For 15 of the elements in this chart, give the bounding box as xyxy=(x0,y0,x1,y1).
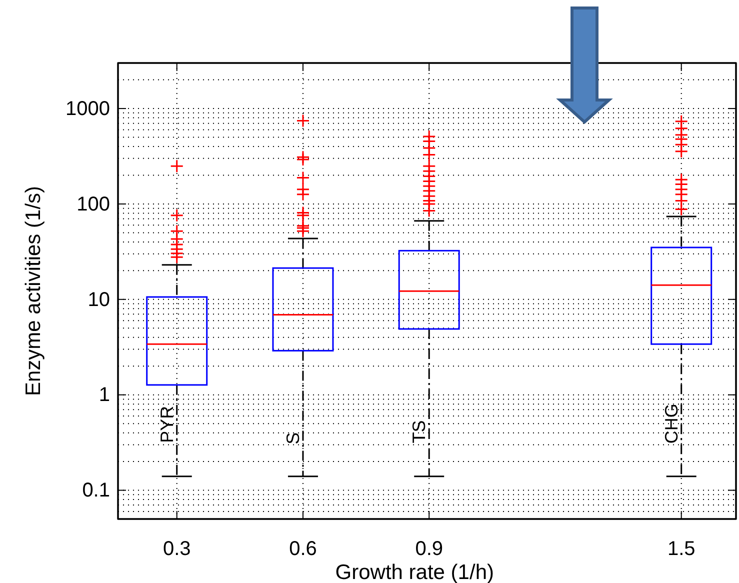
y-axis-title: Enzyme activities (1/s) xyxy=(22,186,45,396)
x-tick-label: 0.3 xyxy=(162,538,191,560)
y-tick-label: 0.1 xyxy=(82,480,110,502)
y-tick-label: 100 xyxy=(76,193,110,216)
annotation: PYR xyxy=(156,406,177,443)
y-tick-label: 1 xyxy=(98,384,110,406)
annotation: S xyxy=(282,432,303,444)
y-tick-label: 10 xyxy=(88,288,110,311)
y-tick-label: 1000 xyxy=(66,98,110,120)
x-axis-title: Growth rate (1/h) xyxy=(335,561,494,583)
x-tick-label: 0.9 xyxy=(415,538,444,560)
annotation: TS xyxy=(409,420,430,444)
x-tick-label: 1.5 xyxy=(667,538,696,560)
x-tick-label: 0.6 xyxy=(289,538,317,560)
annotation: CHG xyxy=(661,404,682,444)
